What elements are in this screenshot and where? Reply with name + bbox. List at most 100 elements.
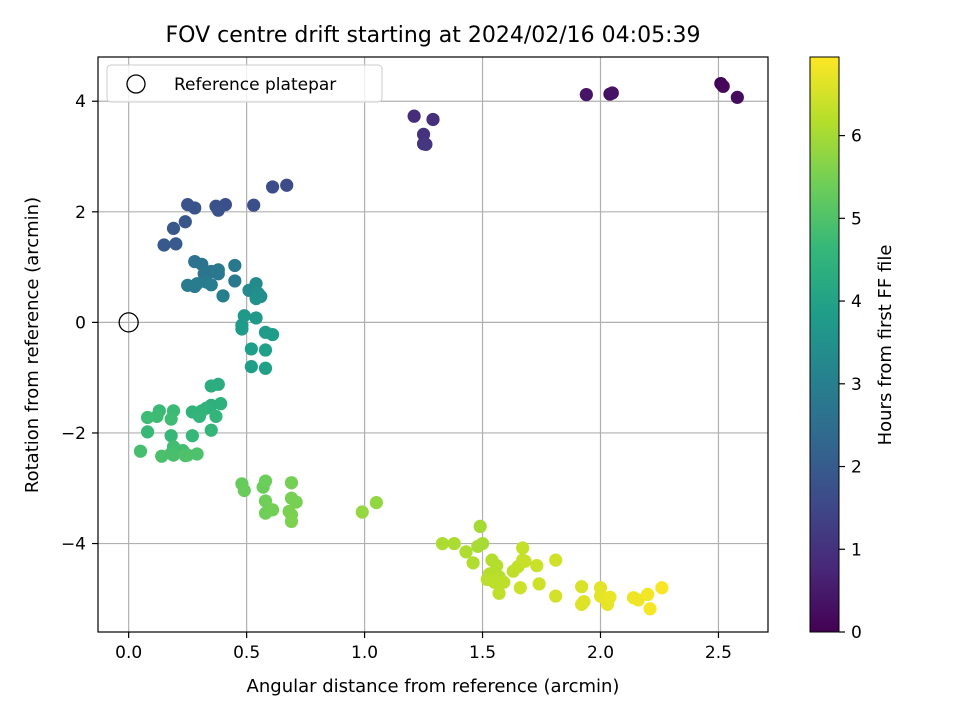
- legend: Reference platepar: [106, 64, 383, 103]
- y-tick-label: 2: [75, 203, 86, 223]
- x-tick-label: 0.0: [115, 643, 142, 663]
- data-point: [169, 237, 183, 251]
- y-axis-label: Rotation from reference (arcmin): [22, 197, 43, 493]
- colorbar-tick-label: 2: [851, 458, 862, 478]
- data-point: [235, 322, 249, 336]
- data-point: [211, 267, 225, 281]
- data-point: [192, 409, 207, 423]
- data-point: [185, 429, 199, 443]
- chart-title: FOV centre drift starting at 2024/02/16 …: [166, 23, 701, 48]
- y-tick-label: −4: [61, 535, 86, 555]
- data-point: [487, 575, 501, 589]
- colorbar-tick-label: 5: [851, 209, 862, 229]
- data-point: [530, 559, 544, 573]
- data-point: [178, 449, 192, 463]
- legend-marker-reference: [126, 74, 146, 94]
- data-point: [730, 90, 744, 104]
- data-point: [258, 343, 273, 357]
- colorbar-gradient: [809, 56, 840, 633]
- data-point: [166, 221, 181, 235]
- data-point: [497, 575, 511, 589]
- data-point: [605, 86, 619, 100]
- data-point: [579, 87, 593, 102]
- reference-point-group: [118, 312, 139, 333]
- data-point: [247, 198, 261, 212]
- data-point: [280, 178, 294, 192]
- data-point: [258, 361, 273, 375]
- data-point: [244, 360, 258, 374]
- data-point: [178, 215, 192, 229]
- data-point: [603, 590, 617, 604]
- x-tick-label: 1.5: [469, 643, 496, 663]
- data-point: [166, 448, 181, 462]
- data-point: [655, 581, 669, 595]
- data-point: [204, 379, 218, 393]
- data-point: [265, 503, 280, 517]
- data-point: [513, 581, 527, 595]
- legend-label-reference: Reference platepar: [174, 75, 336, 95]
- y-tick-label: 0: [75, 313, 86, 333]
- data-point: [244, 342, 258, 356]
- reference-platepar-marker: [118, 312, 139, 333]
- data-point: [471, 539, 485, 553]
- data-point: [435, 536, 450, 551]
- y-tick-label: −2: [61, 424, 86, 444]
- data-point: [265, 180, 280, 194]
- data-point: [265, 327, 280, 342]
- data-point: [164, 429, 178, 443]
- colorbar-tick-label: 1: [851, 540, 862, 560]
- data-point: [214, 397, 228, 411]
- data-point: [164, 412, 178, 426]
- y-tick-label: 4: [75, 92, 86, 112]
- data-point: [447, 536, 461, 551]
- data-point: [209, 409, 223, 423]
- data-point: [492, 586, 506, 600]
- data-point: [190, 447, 204, 461]
- data-point: [426, 112, 440, 127]
- data-point: [249, 311, 263, 325]
- data-point: [204, 278, 218, 292]
- data-point: [355, 505, 369, 519]
- data-point: [532, 577, 546, 591]
- data-point: [577, 594, 591, 609]
- data-point: [228, 258, 242, 273]
- data-point: [419, 137, 433, 151]
- data-point: [284, 514, 299, 529]
- data-point: [188, 201, 202, 215]
- data-point: [473, 519, 487, 533]
- y-axis: −4 −2 0 2 4: [61, 92, 98, 555]
- colorbar-tick-label: 4: [851, 292, 862, 312]
- data-point: [140, 425, 155, 439]
- data-point: [466, 556, 480, 570]
- data-point: [133, 444, 148, 458]
- data-point: [284, 476, 299, 490]
- data-point: [228, 274, 242, 288]
- data-point: [516, 541, 530, 555]
- colorbar-ticks: 0 1 2 3 4 5 6: [839, 127, 862, 643]
- legend-box: [106, 64, 383, 103]
- data-point: [549, 589, 563, 603]
- data-point: [204, 423, 218, 437]
- data-point: [643, 602, 657, 616]
- x-tick-label: 1.0: [351, 643, 378, 663]
- x-axis-label: Angular distance from reference (arcmin): [247, 676, 620, 697]
- data-point: [237, 483, 251, 498]
- data-point: [416, 127, 431, 142]
- colorbar-tick-label: 0: [851, 623, 862, 643]
- data-point: [575, 580, 589, 594]
- data-point: [249, 292, 263, 306]
- data-point: [140, 410, 155, 425]
- data-point: [258, 494, 273, 508]
- x-axis: 0.0 0.5 1.0 1.5 2.0 2.5: [115, 632, 732, 663]
- data-point: [289, 495, 303, 509]
- data-point: [155, 449, 169, 463]
- plot-frame: [97, 56, 769, 633]
- data-point: [369, 496, 383, 510]
- colorbar: 0 1 2 3 4 5 6 Hours from first FF file: [809, 56, 896, 643]
- data-point: [157, 238, 171, 252]
- data-point: [211, 203, 225, 217]
- data-point: [518, 554, 532, 568]
- data-point: [716, 79, 730, 93]
